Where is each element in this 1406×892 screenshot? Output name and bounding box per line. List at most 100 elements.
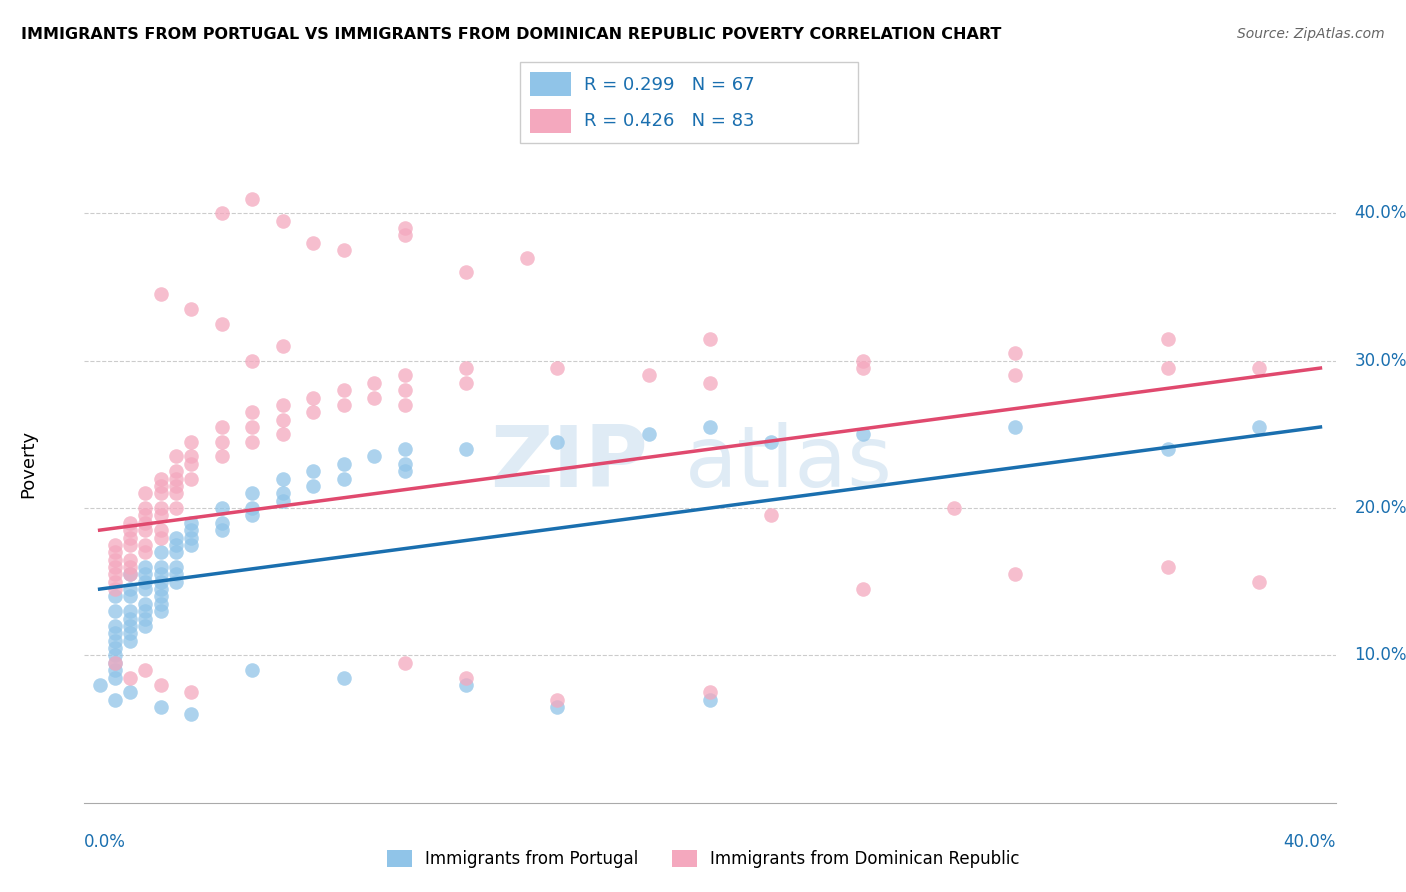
Point <box>149 700 172 714</box>
Point <box>180 457 202 471</box>
Point <box>165 464 187 478</box>
Point <box>454 671 477 685</box>
Point <box>240 663 263 677</box>
Point <box>699 685 721 699</box>
Point <box>149 597 172 611</box>
Point <box>1004 420 1026 434</box>
Point <box>394 221 416 235</box>
Point <box>120 619 142 633</box>
Text: ZIP: ZIP <box>489 422 648 506</box>
Point <box>271 213 294 227</box>
Point <box>333 398 356 412</box>
Point <box>1249 361 1271 376</box>
Point <box>104 633 127 648</box>
Point <box>271 472 294 486</box>
Point <box>149 501 172 516</box>
Point <box>134 611 156 625</box>
Text: R = 0.299   N = 67: R = 0.299 N = 67 <box>585 76 755 94</box>
Point <box>180 516 202 530</box>
Point <box>271 486 294 500</box>
Point <box>240 192 263 206</box>
Point <box>149 287 172 301</box>
Point <box>149 560 172 574</box>
Text: IMMIGRANTS FROM PORTUGAL VS IMMIGRANTS FROM DOMINICAN REPUBLIC POVERTY CORRELATI: IMMIGRANTS FROM PORTUGAL VS IMMIGRANTS F… <box>21 27 1001 42</box>
Text: atlas: atlas <box>685 422 893 506</box>
Point <box>943 501 966 516</box>
Point <box>516 251 538 265</box>
Point <box>165 501 187 516</box>
Point <box>211 317 233 331</box>
Point <box>1004 368 1026 383</box>
Point <box>104 560 127 574</box>
Point <box>149 531 172 545</box>
Point <box>104 663 127 677</box>
Point <box>1157 442 1180 456</box>
Point <box>104 619 127 633</box>
Text: 40.0%: 40.0% <box>1354 204 1406 222</box>
Point <box>211 523 233 537</box>
Point <box>1249 574 1271 589</box>
Point <box>240 486 263 500</box>
Point <box>180 302 202 317</box>
Point <box>165 538 187 552</box>
Point <box>134 523 156 537</box>
Point <box>104 567 127 582</box>
Point <box>180 434 202 449</box>
Point <box>104 574 127 589</box>
Point <box>394 398 416 412</box>
Point <box>120 538 142 552</box>
Text: Source: ZipAtlas.com: Source: ZipAtlas.com <box>1237 27 1385 41</box>
Point <box>1004 346 1026 360</box>
Point <box>104 656 127 670</box>
Point <box>149 582 172 596</box>
Point <box>104 641 127 656</box>
Point <box>1157 332 1180 346</box>
Point <box>240 353 263 368</box>
Point <box>1157 361 1180 376</box>
Point <box>104 590 127 604</box>
Point <box>104 552 127 566</box>
Point <box>149 604 172 618</box>
Point <box>454 442 477 456</box>
Point <box>638 368 661 383</box>
Point <box>134 516 156 530</box>
Point <box>394 383 416 397</box>
Point <box>120 560 142 574</box>
Point <box>120 531 142 545</box>
FancyBboxPatch shape <box>520 62 858 143</box>
Point <box>852 582 875 596</box>
Point <box>149 574 172 589</box>
Point <box>149 567 172 582</box>
Point <box>454 265 477 279</box>
Point <box>699 692 721 706</box>
Point <box>120 611 142 625</box>
Point <box>180 538 202 552</box>
Point <box>454 678 477 692</box>
Point <box>302 479 325 493</box>
Point <box>104 692 127 706</box>
Point <box>120 590 142 604</box>
Point <box>134 501 156 516</box>
Point <box>104 538 127 552</box>
Point <box>363 376 385 390</box>
Point <box>454 361 477 376</box>
Point <box>211 206 233 220</box>
Point <box>104 648 127 663</box>
Text: Poverty: Poverty <box>20 430 37 498</box>
Point <box>165 567 187 582</box>
Point <box>134 567 156 582</box>
Text: 20.0%: 20.0% <box>1354 499 1406 517</box>
Point <box>546 692 568 706</box>
Point <box>104 626 127 640</box>
Point <box>104 656 127 670</box>
Point <box>165 574 187 589</box>
Point <box>120 567 142 582</box>
Point <box>180 450 202 464</box>
Point <box>211 434 233 449</box>
Point <box>149 508 172 523</box>
Point <box>302 391 325 405</box>
Point <box>271 412 294 426</box>
Point <box>1249 420 1271 434</box>
Point <box>240 508 263 523</box>
Point <box>134 619 156 633</box>
